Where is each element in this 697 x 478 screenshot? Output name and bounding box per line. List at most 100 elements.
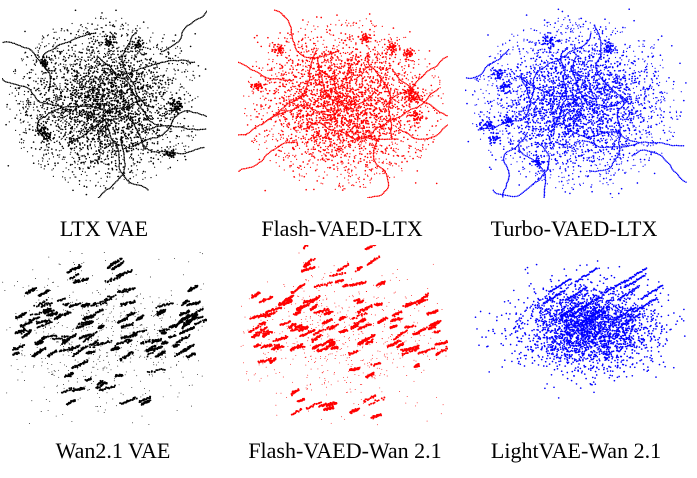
scatter-point [51,119,54,122]
scatter-point [44,93,46,96]
scatter-point [82,111,85,114]
scatter-point [324,117,327,120]
scatter-point [38,56,40,58]
scatter-point [84,155,87,158]
scatter-point [80,127,83,130]
scatter-plot [2,9,207,198]
scatter-point [130,130,132,132]
scatter-point [154,77,156,79]
scatter-point [90,132,93,135]
scatter-point [34,148,37,150]
scatter-point [120,132,123,135]
scatter-point [125,91,128,94]
scatter-point [30,71,32,74]
scatter-point [115,104,118,107]
scatter-point [59,107,62,109]
scatter-point [101,73,104,76]
scatter-point [161,87,163,89]
scatter-point [145,71,148,73]
scatter-point [134,126,137,129]
scatter-point [130,88,132,90]
scatter-point [107,48,110,50]
scatter-point [7,41,9,43]
scatter-point [135,79,138,81]
scatter-point [22,101,24,103]
scatter-point [26,87,29,89]
scatter-point [87,33,90,36]
scatter-point [310,136,313,139]
scatter-point [331,159,333,162]
scatter-point [184,102,186,104]
scatter-point [30,77,32,79]
scatter-point [304,65,307,68]
scatter-point [120,85,123,87]
scatter-point [89,52,91,55]
scatter-point [187,64,189,66]
scatter-point [108,106,111,109]
scatter-point [287,95,290,98]
scatter-point [24,52,26,54]
scatter-point [169,102,172,104]
scatter-point [76,118,79,121]
scatter-point [97,89,99,91]
scatter-point [133,70,136,72]
scatter-point [106,124,108,127]
scatter-point [145,101,147,103]
scatter-point [58,156,60,158]
scatter-point [114,159,117,162]
scatter-point [343,128,345,131]
scatter-point [149,77,152,79]
scatter-point [123,59,126,62]
scatter-point [15,100,17,102]
scatter-point [32,94,35,96]
scatter-point [55,31,57,33]
scatter-point [40,115,43,118]
scatter-point [123,158,126,160]
scatter-point [95,106,97,108]
scatter-point [101,12,103,14]
scatter-point [99,105,102,108]
scatter-point [47,140,49,142]
scatter-point [58,127,61,129]
scatter-point [104,134,107,137]
scatter-point [120,55,123,58]
scatter-point [44,71,47,74]
scatter-point [109,134,112,137]
scatter-point [147,92,149,94]
scatter-point [18,93,20,95]
scatter-point [84,69,86,71]
scatter-point [70,67,73,70]
scatter-point [74,119,77,122]
scatter-point [157,124,159,126]
scatter-point [80,77,83,80]
scatter-point [349,87,351,90]
scatter-point [313,156,316,159]
scatter-point [140,139,143,141]
scatter-point [97,196,100,198]
scatter-point [190,110,192,113]
scatter-point [105,172,107,175]
scatter-point [46,81,49,83]
scatter-point [300,126,302,129]
scatter-point [173,100,176,102]
scatter-point [334,98,336,101]
scatter-point [73,63,75,65]
scatter-point [109,71,112,73]
scatter-point [99,75,102,77]
scatter-point [74,63,77,66]
scatter-point [270,69,273,71]
scatter-point [40,166,42,168]
scatter-point [132,82,134,84]
scatter-point [136,102,139,104]
scatter-point [95,88,97,91]
scatter-point [29,88,31,91]
scatter-point [37,134,40,136]
scatter-point [357,88,360,91]
scatter-point [56,77,58,79]
scatter-point [95,76,98,79]
scatter-point [41,38,43,40]
scatter-point [87,66,89,68]
scatter-point [65,110,68,112]
scatter-point [77,140,79,143]
scatter-point [260,105,262,108]
